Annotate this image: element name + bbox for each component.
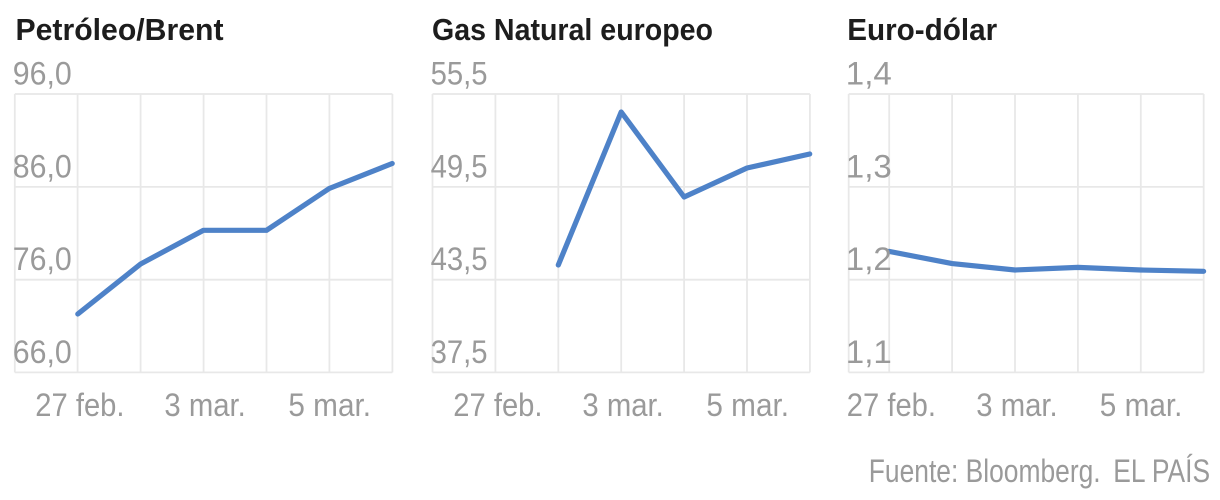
svg-text:66,0: 66,0 [13, 334, 72, 370]
svg-text:5 mar.: 5 mar. [288, 387, 371, 423]
svg-text:55,5: 55,5 [431, 56, 488, 92]
svg-text:1,3: 1,3 [846, 148, 892, 184]
svg-text:49,5: 49,5 [431, 148, 488, 184]
svg-text:96,0: 96,0 [13, 56, 72, 92]
svg-text:Petróleo/Brent: Petróleo/Brent [16, 13, 224, 47]
svg-text:27 feb.: 27 feb. [35, 387, 124, 423]
svg-text:76,0: 76,0 [13, 241, 72, 277]
svg-text:27 feb.: 27 feb. [453, 387, 542, 423]
svg-text:5 mar.: 5 mar. [706, 387, 789, 423]
svg-text:3 mar.: 3 mar. [164, 387, 245, 423]
svg-text:43,5: 43,5 [431, 241, 488, 277]
svg-text:37,5: 37,5 [431, 334, 488, 370]
svg-text:Fuente: Bloomberg. EL PAÍS: Fuente: Bloomberg. EL PAÍS [869, 453, 1210, 489]
svg-text:5 mar.: 5 mar. [1100, 387, 1183, 423]
svg-text:1,2: 1,2 [846, 241, 892, 277]
svg-text:1,1: 1,1 [846, 334, 892, 370]
svg-text:1,4: 1,4 [846, 56, 892, 92]
svg-text:27 feb.: 27 feb. [847, 387, 936, 423]
svg-text:3 mar.: 3 mar. [976, 387, 1057, 423]
svg-text:3 mar.: 3 mar. [582, 387, 663, 423]
svg-text:Gas Natural europeo: Gas Natural europeo [432, 13, 713, 47]
svg-text:86,0: 86,0 [13, 148, 72, 184]
svg-text:Euro-dólar: Euro-dólar [847, 13, 997, 47]
